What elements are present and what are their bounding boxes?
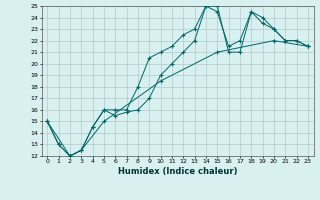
X-axis label: Humidex (Indice chaleur): Humidex (Indice chaleur) [118, 167, 237, 176]
